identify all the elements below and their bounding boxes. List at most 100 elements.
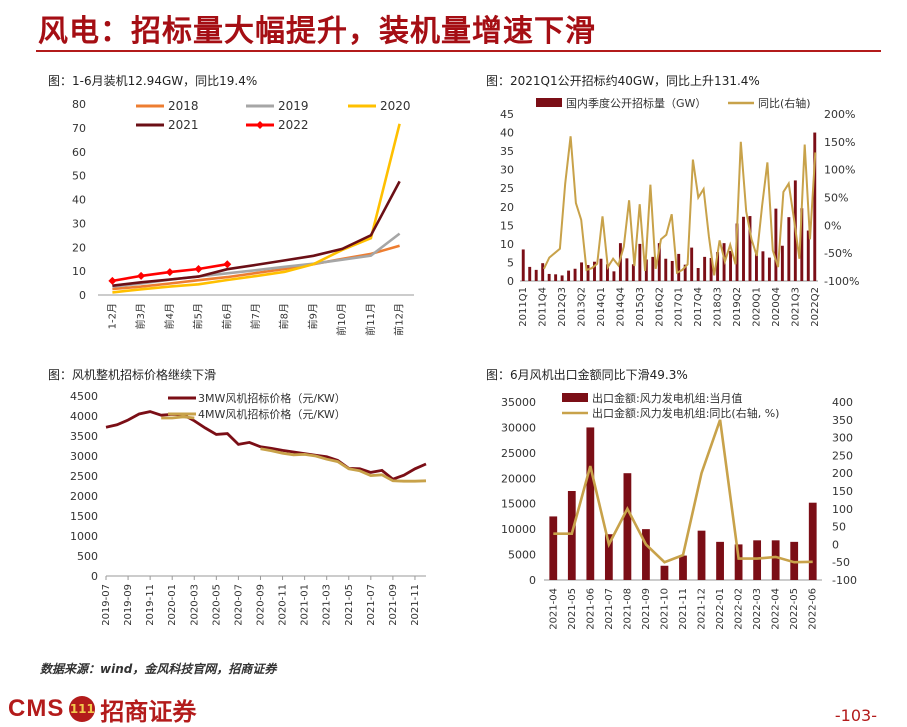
chart1-y-tick: 60 [72,146,86,159]
chart2-bar [657,243,661,281]
chart2-bar [800,208,804,281]
chart2-y-tick-right: -50% [824,247,852,260]
chart2-svg: 0 5 10 15 20 25 30 35 40 45 -100% -50% 0% 50% 100% 150%… [500,96,859,327]
chart2-x-tick: 2013Q2 [577,287,588,327]
chart1-y-tick: 50 [72,170,86,183]
chart1-point [108,276,117,285]
chart1-y-tick: 40 [72,194,86,207]
chart2-bar [528,266,532,281]
chart4-bar [716,541,724,580]
chart2-bar [560,275,564,281]
chart2-y-tick-left: 15 [500,219,514,232]
chart3-x-tick: 2020-05 [211,584,222,626]
cms-logo: CMS 111 招商证券 [8,695,196,726]
chart1-x-tick: 前6月 [220,303,233,329]
chart2-x-tick: 2015Q3 [635,287,646,327]
chart4-x-tick: 2021-04 [548,588,559,630]
chart2-bar [599,258,603,281]
chart4-bar [604,534,613,580]
chart4-bar [697,530,706,580]
chart2-x-tick: 2018Q3 [713,287,724,327]
chart2-x-tick: 2011Q4 [538,287,549,327]
chart2-y-tick-left: 5 [507,256,514,269]
chart2-x-tick: 2017Q4 [693,287,704,327]
chart3-x-tick: 2020-01 [167,584,178,626]
chart4-x-tick: 2021-07 [604,588,615,630]
chart1-x-tick: 前3月 [134,303,147,329]
chart2-bar [742,216,745,281]
chart2-bar [709,257,713,281]
chart2-bar [683,264,687,281]
chart3-x-tick: 2021-09 [388,584,399,626]
chart1-point [223,260,232,269]
chart4-x-tick: 2022-01 [715,588,726,630]
chart2-bar [625,258,629,281]
chart4-x-tick: 2021-08 [622,588,633,630]
chart1-point [165,268,174,277]
chart4-x-tick: 2021-10 [659,588,670,630]
chart1-svg: 0 10 20 30 40 50 60 70 80 1-2月 前3月 前4月 前5月 前6月 前7月 前8月 前… [72,98,414,336]
chart1-series-line-2021 [112,180,401,287]
chart2-bar [521,249,525,281]
chart4-y-tick-right: 100 [832,503,853,516]
chart3-y-tick: 1000 [70,530,98,543]
chart1-y-tick: 70 [72,122,86,135]
chart4-bar [771,540,780,580]
chart2-x-tick: 2020Q1 [751,287,762,327]
chart2-y-tick-right: 200% [824,108,855,121]
chart4-bar [549,516,558,580]
chart2-bar [605,264,609,281]
chart2-bar [651,256,655,281]
chart2-bar [703,256,707,281]
chart3-x-tick: 2020-09 [255,584,266,626]
chart4-y-tick-left: 25000 [501,447,536,460]
chart3-y-tick: 3500 [70,430,98,443]
chart2-yoy-line [542,136,817,276]
chart4-y-tick-left: 5000 [508,549,536,562]
chart1-x-tick: 前12月 [393,303,406,336]
chart3-x-tick: 2020-11 [278,584,289,626]
chart4-y-tick-right: 50 [832,521,846,534]
chart4-y-tick-right: 150 [832,485,853,498]
chart2-y-tick-left: 40 [500,127,514,140]
chart2-bar [586,265,590,281]
chart4-x-tick: 2021-09 [641,588,652,630]
chart1-x-tick: 前7月 [249,303,262,329]
chart2-y-tick-right: -100% [824,275,859,288]
chart4-x-tick: 2021-12 [697,588,708,630]
chart2-x-tick: 2014Q1 [596,287,607,327]
chart1-x-tick: 前4月 [163,303,176,329]
chart4-y-tick-right: -100 [832,574,857,587]
chart4-y-tick-left: 15000 [501,498,536,511]
chart1-legend-label: 2018 [168,99,199,113]
chart2-x-tick: 2011Q1 [518,287,529,327]
chart1-y-tick: 30 [72,217,86,230]
chart2-bar [787,217,791,281]
chart2-bar [813,132,817,281]
page-title: 风电：招标量大幅提升，装机量增速下滑 [38,14,596,49]
chart2-legend-swatch-bar [536,98,562,107]
chart4-y-tick-right: 350 [832,414,853,427]
chart2-bar [593,261,596,281]
chart2-bar [664,258,668,281]
chart4-legend-label: 出口金额:风力发电机组:当月值 [592,391,742,405]
chart2-title: 图：2021Q1公开招标约40GW，同比上升131.4% [486,74,760,88]
chart4-bar [642,529,650,580]
chart2-bar [567,270,571,281]
chart3-x-tick: 2021-03 [322,584,333,626]
chart4-bar [586,427,595,580]
chart4-x-tick: 2022-04 [771,588,782,630]
logo-cn-text: 招商证券 [100,696,197,726]
chart2-bar [774,208,778,281]
chart1-y-tick: 80 [72,98,86,111]
chart4-bar [567,491,576,580]
chart2-panel: 图：2021Q1公开招标约40GW，同比上升131.4% 0 5 10 15 20 25 3… [478,68,888,358]
chart2-legend-label: 同比(右轴) [758,96,811,110]
chart3-panel: 图：风机整机招标价格继续下滑 0 500 1000 1500 2000 2500 3000 3… [36,362,436,652]
chart2-y-tick-left: 25 [500,182,514,195]
chart1-panel: 图：1-6月装机12.94GW，同比19.4% 0 10 20 30 40 50 60 70 8… [36,68,436,358]
chart2-bar [767,257,771,281]
chart3-y-tick: 3000 [70,450,98,463]
chart3-series-line [105,410,427,481]
chart2-y-tick-left: 20 [500,201,514,214]
